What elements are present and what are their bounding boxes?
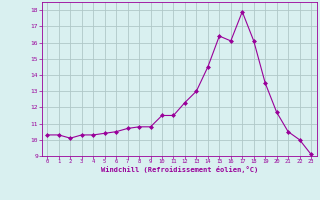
X-axis label: Windchill (Refroidissement éolien,°C): Windchill (Refroidissement éolien,°C) bbox=[100, 166, 258, 173]
